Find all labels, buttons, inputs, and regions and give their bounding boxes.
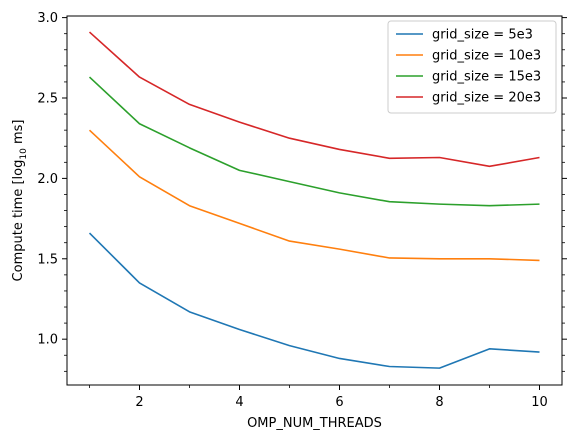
x-tick-label: 2 — [135, 395, 143, 410]
y-axis-label-prefix: Compute time [log — [11, 160, 26, 282]
y-tick-label: 1.0 — [37, 333, 58, 348]
y-tick-label: 2.0 — [37, 172, 58, 187]
legend: grid_size = 5e3 grid_size = 10e3 grid_size… — [387, 20, 557, 114]
x-tick-label: 8 — [435, 395, 443, 410]
legend-entry-1: grid_size = 10e3 — [432, 49, 541, 64]
legend-entry-3: grid_size = 20e3 — [432, 91, 541, 106]
legend-entry-0: grid_size = 5e3 — [432, 28, 533, 43]
y-axis-label-suffix: ms] — [11, 120, 26, 149]
y-tick-label: 1.5 — [37, 252, 58, 267]
y-axis-label: Compute time [log10 ms] — [11, 120, 29, 282]
plot-frame — [66, 15, 563, 386]
ticks-layer: 2 4 6 8 10 1.0 1.5 2.0 2.5 3.0 — [37, 11, 567, 410]
series-line-1 — [88, 129, 540, 262]
x-axis-label: OMP_NUM_THREADS — [247, 416, 382, 431]
legend-box — [387, 20, 557, 114]
x-tick-label: 10 — [531, 395, 548, 410]
legend-entry-2: grid_size = 15e3 — [432, 70, 541, 85]
y-axis-label-subscript: 10 — [19, 148, 29, 160]
series-line-2 — [88, 76, 540, 207]
y-tick-label: 2.5 — [37, 92, 58, 107]
series-line-3 — [88, 31, 540, 168]
x-tick-label: 6 — [335, 395, 343, 410]
series-layer — [88, 31, 540, 369]
x-tick-label: 4 — [235, 395, 243, 410]
y-tick-label: 3.0 — [37, 11, 58, 26]
series-line-0 — [88, 232, 540, 369]
